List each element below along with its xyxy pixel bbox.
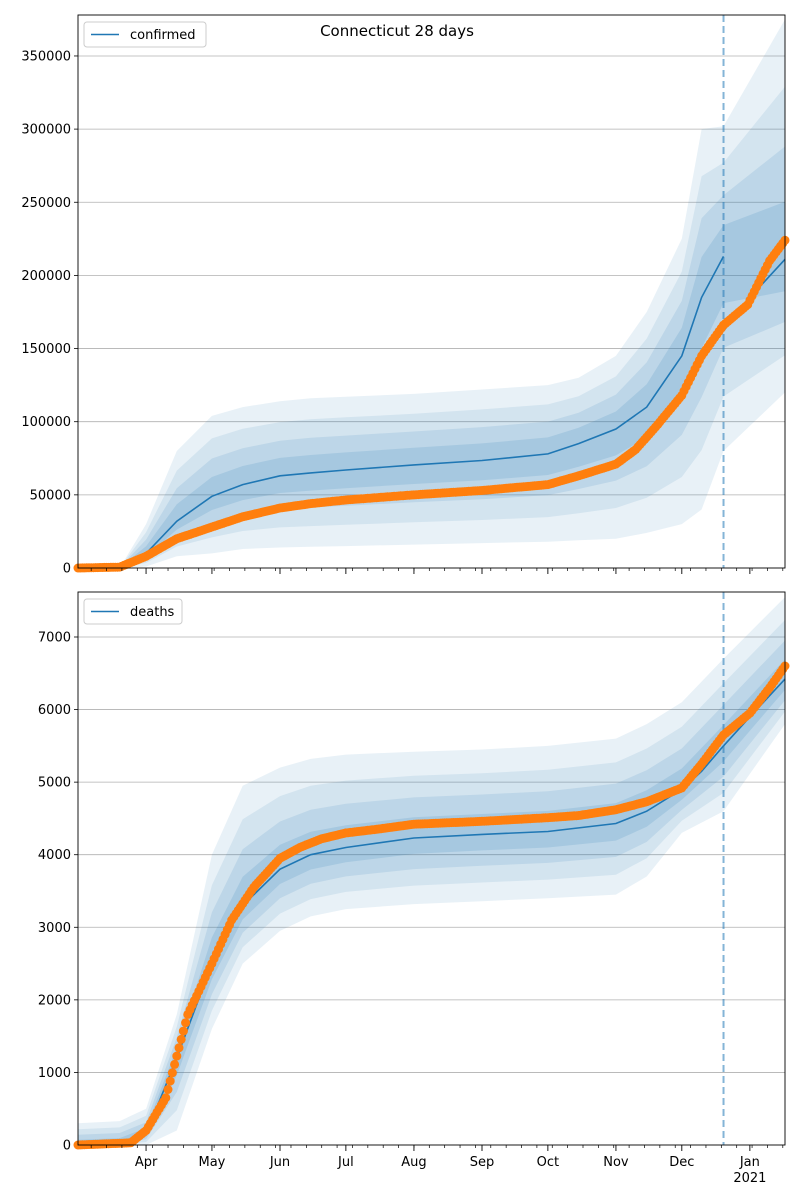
- y-tick-label: 1000: [38, 1066, 71, 1081]
- x-tick-label: Jan: [739, 1155, 760, 1170]
- y-tick-label: 4000: [38, 848, 71, 863]
- x-tick-label: Aug: [401, 1155, 426, 1170]
- observed-point: [176, 1034, 186, 1044]
- axes-frame: [77, 591, 786, 1146]
- x-tick-label: Nov: [603, 1155, 629, 1170]
- x-tick-label: Jun: [269, 1155, 290, 1170]
- y-tick-label: 100000: [21, 415, 71, 430]
- x-tick-label: Oct: [537, 1155, 559, 1170]
- observed-point: [174, 1043, 184, 1053]
- y-tick-label: 5000: [38, 776, 71, 791]
- uncertainty-band: [78, 620, 785, 1145]
- observed-point: [165, 1076, 175, 1086]
- observed-point: [178, 1026, 188, 1036]
- y-tick-label: 200000: [21, 269, 71, 284]
- y-tick-label: 150000: [21, 342, 71, 357]
- y-tick-label: 6000: [38, 703, 71, 718]
- observed-point: [167, 1068, 177, 1078]
- y-tick-label: 2000: [38, 993, 71, 1008]
- observed-point: [181, 1018, 191, 1028]
- y-tick-label: 50000: [30, 488, 71, 503]
- uncertainty-band: [78, 19, 785, 568]
- legend-box: [83, 21, 207, 48]
- y-tick-label: 300000: [21, 123, 71, 138]
- legend-label: confirmed: [130, 28, 196, 43]
- axes-frame: [77, 14, 786, 569]
- y-tick-label: 250000: [21, 196, 71, 211]
- panel-confirmed: 0 50000 100000 150000 200000 250000 300000 3500…: [21, 14, 790, 577]
- y-tick-label: 3000: [38, 921, 71, 936]
- x-tick-label: Apr: [135, 1155, 158, 1170]
- x-tick-label: Sep: [470, 1155, 495, 1170]
- x-year-label: 2021: [733, 1171, 766, 1186]
- y-tick-label: 350000: [21, 49, 71, 64]
- x-tick-label: May: [198, 1155, 225, 1170]
- x-tick-label: Jul: [337, 1155, 354, 1170]
- y-tick-label: 0: [63, 562, 71, 577]
- y-tick-label: 7000: [38, 630, 71, 645]
- observed-point: [172, 1051, 182, 1061]
- y-tick-label: 0: [63, 1139, 71, 1154]
- panel-deaths: 0 1000 2000 3000 4000 5000 6000 7000 Apr May Jun Ju…: [38, 591, 790, 1186]
- legend-box: [83, 598, 183, 625]
- observed-point: [170, 1059, 180, 1069]
- observed-point: [163, 1085, 173, 1094]
- uncertainty-band: [78, 201, 785, 568]
- figure-title: Connecticut 28 days: [320, 22, 474, 40]
- uncertainty-band: [78, 597, 785, 1145]
- x-tick-label: Dec: [669, 1155, 694, 1170]
- observed-point: [161, 1093, 171, 1103]
- uncertainty-band: [78, 86, 785, 568]
- legend-label: deaths: [130, 605, 175, 620]
